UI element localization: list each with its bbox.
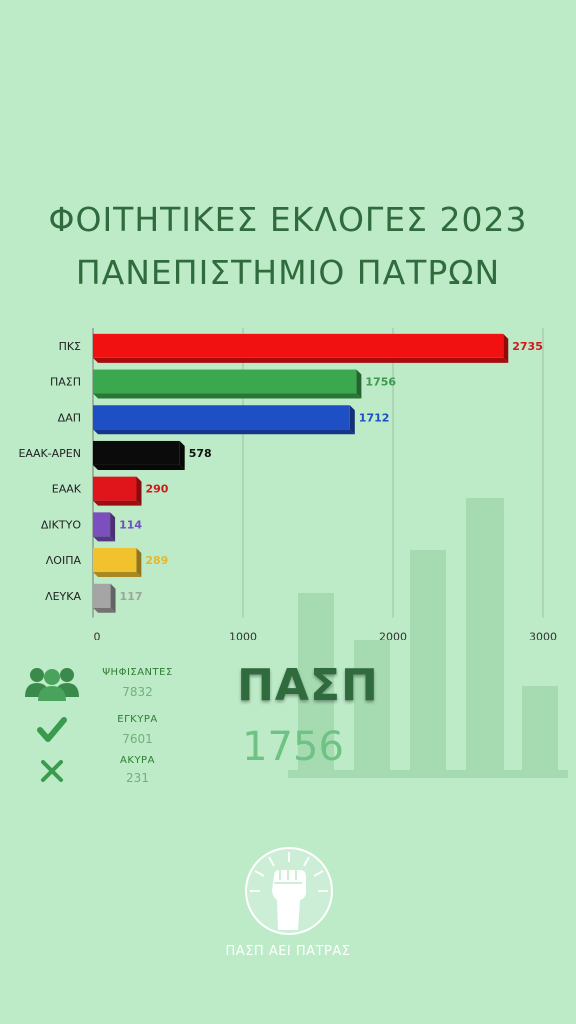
value-label: 117 <box>120 590 143 603</box>
raised-fist-icon <box>245 847 333 935</box>
bar-side <box>110 512 116 542</box>
bar-bottom <box>93 500 142 506</box>
bar-side <box>349 405 355 435</box>
category-label: ΔΑΠ <box>58 411 81 424</box>
bar <box>93 369 357 394</box>
stat-label: ΨΗΦΙΣΑΝΤΕΣ <box>102 667 173 678</box>
category-label: ΕΑΑΚ <box>52 483 82 496</box>
bar-side <box>503 333 509 363</box>
page-title: ΦΟΙΤΗΤΙΚΕΣ ΕΚΛΟΓΕΣ 2023 <box>48 200 528 239</box>
bar-bottom <box>93 536 116 542</box>
bar <box>93 440 180 465</box>
bar-side <box>356 369 362 399</box>
category-label: ΔΙΚΤΥΟ <box>41 518 81 531</box>
value-label: 1712 <box>359 411 390 424</box>
decor-bar <box>466 498 504 773</box>
stat-invalid: ΑΚΥΡΑ 231 <box>0 753 230 793</box>
stat-voters: ΨΗΦΙΣΑΝΤΕΣ 7832 <box>0 663 230 703</box>
decor-bar <box>410 550 446 773</box>
bar <box>93 405 350 430</box>
highlight-party-votes: 1756 <box>242 724 344 770</box>
x-tick-label: 2000 <box>379 631 407 640</box>
bar-side <box>179 440 185 470</box>
value-label: 2735 <box>512 340 543 353</box>
decor-bar <box>298 593 334 773</box>
bar <box>93 583 111 608</box>
decor-baseline <box>288 770 568 778</box>
category-label: ΛΕΥΚΑ <box>45 590 81 603</box>
stat-value: 7601 <box>122 732 153 746</box>
highlight-party-name: ΠΑΣΠ <box>237 660 379 711</box>
category-label: ΠΑΣΠ <box>50 376 81 389</box>
value-label: 578 <box>189 447 212 460</box>
stat-value: 231 <box>126 771 149 785</box>
decor-bar <box>354 640 390 773</box>
value-label: 289 <box>145 554 168 567</box>
bar <box>93 548 137 573</box>
bar-bottom <box>93 572 142 578</box>
x-tick-label: 3000 <box>529 631 557 640</box>
people-group-icon <box>25 668 79 701</box>
value-label: 114 <box>119 518 142 531</box>
bar-side <box>136 476 142 506</box>
organization-name: ΠΑΣΠ ΑΕΙ ΠΑΤΡΑΣ <box>225 944 351 959</box>
bar-bottom <box>93 429 355 435</box>
bar-bottom <box>93 607 116 613</box>
bar <box>93 333 504 358</box>
bar-bottom <box>93 464 185 470</box>
stat-valid: ΕΓΚΥΡΑ 7601 <box>0 710 230 750</box>
bar-side <box>110 583 116 613</box>
value-label: 1756 <box>365 376 396 389</box>
page-subtitle: ΠΑΝΕΠΙΣΤΗΜΙΟ ΠΑΤΡΩΝ <box>75 253 501 292</box>
checkmark-icon <box>37 717 67 742</box>
x-tick-label: 0 <box>94 631 101 640</box>
bar-side <box>136 548 142 578</box>
results-bar-chart: 0 1000 2000 3000 ΠΚΣ 2735 ΠΑΣΠ 1756 ΔΑΠ 1712 ΕΑΑΚ-… <box>18 328 557 640</box>
value-label: 290 <box>146 483 169 496</box>
bar-bottom <box>93 357 509 363</box>
category-label: ΠΚΣ <box>59 340 81 353</box>
x-mark-icon <box>41 760 63 782</box>
bar <box>93 476 137 501</box>
stat-label: ΕΓΚΥΡΑ <box>117 714 158 725</box>
stat-value: 7832 <box>122 685 153 699</box>
decor-bar <box>522 686 558 773</box>
category-label: ΕΑΑΚ-ΑΡΕΝ <box>18 447 81 460</box>
stat-label: ΑΚΥΡΑ <box>120 755 155 766</box>
bar <box>93 512 111 537</box>
category-label: ΛΟΙΠΑ <box>46 554 82 567</box>
bar-bottom <box>93 393 362 399</box>
x-tick-label: 1000 <box>229 631 257 640</box>
